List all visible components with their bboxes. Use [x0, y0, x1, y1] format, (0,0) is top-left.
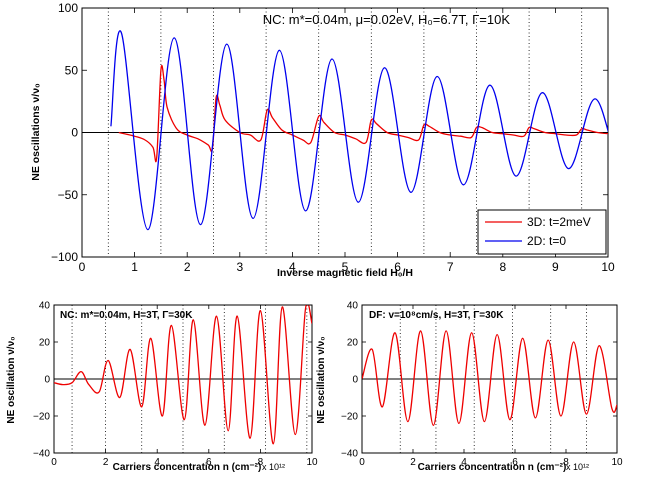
y-tick-label: −40 [33, 449, 50, 460]
y-tick-label: 0 [352, 375, 358, 386]
bottom-right-chart-title: DF: v=10⁸cm/s, H=3T, Γ=30K [369, 310, 504, 321]
x-tick-label: 10 [306, 457, 318, 468]
y-tick-label: −50 [58, 188, 79, 202]
top-chart-series [110, 30, 608, 231]
x-tick-label: 0 [79, 260, 86, 274]
series-line-blue [110, 30, 608, 231]
bottom-right-ylabel: NE oscillation ν/ν₀ [316, 336, 327, 423]
bottom-right-x-multiplier: x 10¹² [566, 462, 589, 472]
x-tick-label: 10 [611, 457, 623, 468]
y-tick-label: −100 [51, 250, 78, 264]
x-tick-label: 8 [499, 260, 506, 274]
x-tick-label: 3 [236, 260, 243, 274]
y-tick-label: 100 [58, 1, 78, 15]
bottom-left-series [54, 305, 312, 445]
x-tick-label: 6 [394, 260, 401, 274]
bottom-right-chart-panel: 0 2 4 6 8 10 −40 −20 0 20 40 DF: v=10⁸cm/s, H=3T, … [316, 301, 623, 474]
bottom-left-xlabel: Carriers concentration n (cm⁻²) [113, 462, 262, 473]
series-line-red [54, 305, 312, 445]
top-chart-ticks: 0 1 2 3 4 5 6 7 8 9 10 −100 −50 0 50 100 [51, 1, 615, 274]
bottom-left-chart-title: NC: m*=0.04m, H=3T, Γ=30K [60, 310, 193, 321]
y-tick-label: 0 [71, 126, 78, 140]
y-tick-label: −40 [341, 449, 358, 460]
legend-label-2d: 2D: t=0 [527, 234, 566, 248]
x-tick-label: 9 [552, 260, 559, 274]
legend-label-3d: 3D: t=2meV [527, 215, 591, 229]
x-tick-label: 4 [461, 457, 467, 468]
bottom-left-x-multiplier: x 10¹² [262, 462, 285, 472]
x-tick-label: 1 [131, 260, 138, 274]
top-chart-panel: 0 1 2 3 4 5 6 7 8 9 10 −100 −50 0 50 100 NC: m*=0.04m, … [30, 1, 615, 279]
x-tick-label: 6 [512, 457, 518, 468]
x-tick-label: 2 [103, 457, 109, 468]
bottom-left-chart-panel: 0 2 4 6 8 10 −40 −20 0 20 40 NC: m*=0.04m, H=3T, Γ… [6, 301, 318, 474]
y-tick-label: 0 [44, 375, 50, 386]
x-tick-label: 0 [51, 457, 57, 468]
bottom-right-series [362, 330, 617, 426]
y-tick-label: −20 [33, 412, 50, 423]
y-tick-label: 50 [65, 63, 79, 77]
series-line-red [362, 330, 617, 426]
legend-box [477, 209, 607, 255]
x-tick-label: 4 [154, 457, 160, 468]
top-chart-ylabel: NE oscillations ν/ν₀ [30, 83, 42, 181]
x-tick-label: 4 [289, 260, 296, 274]
x-tick-label: 2 [184, 260, 191, 274]
x-tick-label: 5 [342, 260, 349, 274]
y-tick-label: 40 [347, 301, 359, 312]
x-tick-label: 2 [410, 457, 416, 468]
x-tick-label: 8 [563, 457, 569, 468]
bottom-right-xlabel: Carriers concentration n (cm⁻²) [418, 462, 567, 473]
top-chart-title: NC: m*=0.04m, μ=0.02eV, H₀=6.7T, Γ=10K [263, 12, 511, 27]
x-tick-label: 10 [601, 260, 615, 274]
x-tick-label: 0 [359, 457, 365, 468]
bottom-left-ticks: 0 2 4 6 8 10 −40 −20 0 20 40 [33, 301, 318, 469]
bottom-right-ticks: 0 2 4 6 8 10 −40 −20 0 20 40 [341, 301, 623, 469]
series-line-red [118, 64, 608, 163]
top-chart-legend: 3D: t=2meV 2D: t=0 [477, 209, 607, 255]
x-tick-label: 8 [258, 457, 264, 468]
y-tick-label: 20 [347, 338, 359, 349]
y-tick-label: 20 [39, 338, 51, 349]
bottom-left-ylabel: NE oscillation ν/ν₀ [6, 336, 17, 423]
y-tick-label: −20 [341, 412, 358, 423]
x-tick-label: 6 [206, 457, 212, 468]
y-tick-label: 40 [39, 301, 51, 312]
top-chart-xlabel: Inverse magnetic field H₀/H [277, 267, 413, 279]
x-tick-label: 7 [447, 260, 454, 274]
